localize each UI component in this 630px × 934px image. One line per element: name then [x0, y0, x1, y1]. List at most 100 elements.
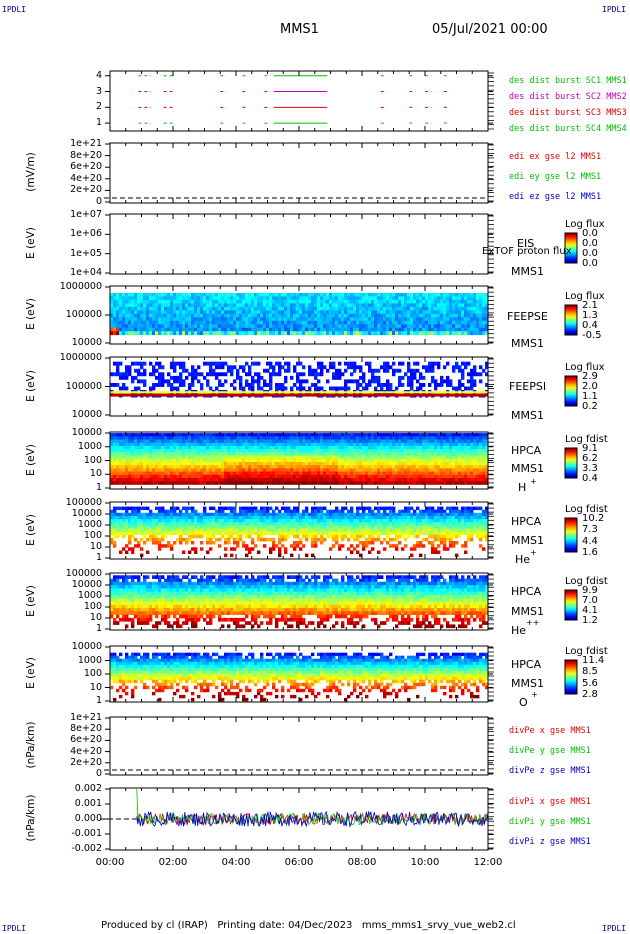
- spectrogram-cell: [155, 455, 159, 460]
- spectrogram-cell: [230, 324, 234, 329]
- spectrogram-cell: [260, 531, 264, 536]
- spectrogram-cell: [215, 462, 219, 466]
- spectrogram-cell: [311, 481, 315, 485]
- spectrogram-cell: [428, 462, 432, 466]
- spectrogram-cell: [323, 481, 327, 485]
- spectrogram-cell: [284, 462, 288, 466]
- spectrogram-cell: [152, 439, 156, 444]
- spectrogram-cell: [455, 471, 459, 476]
- spectrogram-cell: [365, 331, 369, 336]
- spectrogram-cell: [257, 449, 261, 453]
- spectrogram-cell: [155, 478, 159, 482]
- spectrogram-cell: [158, 531, 162, 536]
- spectrogram-cell: [158, 455, 162, 460]
- spectrogram-cell: [266, 506, 270, 511]
- spectrogram-cell: [263, 509, 267, 514]
- spectrogram-cell: [395, 320, 399, 325]
- spectrogram-cell: [410, 481, 414, 485]
- spectrogram-cell: [329, 331, 333, 336]
- spectrogram-cell: [419, 458, 423, 463]
- spectrogram-cell: [353, 310, 357, 315]
- spectrogram-cell: [233, 481, 237, 485]
- spectrogram-cell: [326, 528, 330, 532]
- spectrogram-cell: [389, 303, 393, 308]
- spectrogram-cell: [296, 516, 300, 520]
- spectrogram-cell: [410, 372, 414, 377]
- spectrogram-cell: [257, 293, 261, 297]
- spectrogram-cell: [110, 442, 114, 447]
- spectrogram-cell: [185, 516, 189, 520]
- spectrogram-cell: [473, 462, 477, 466]
- spectrogram-cell: [140, 313, 144, 318]
- spectrogram-cell: [338, 468, 342, 472]
- spectrogram-cell: [383, 439, 387, 444]
- spectrogram-cell: [284, 379, 288, 384]
- spectrogram-cell: [485, 446, 489, 450]
- spectrogram-cell: [383, 327, 387, 332]
- spectrogram-cell: [239, 320, 243, 325]
- spectrogram-cell: [140, 449, 144, 453]
- spectrogram-cell: [137, 449, 141, 453]
- spectrogram-cell: [269, 365, 273, 370]
- spectrogram-cell: [230, 313, 234, 318]
- spectrogram-cell: [446, 442, 450, 447]
- spectrogram-cell: [209, 474, 213, 479]
- spectrogram-cell: [227, 512, 231, 517]
- spectrogram-cell: [467, 471, 471, 476]
- spectrogram-cell: [110, 331, 114, 336]
- spectrogram-cell: [251, 310, 255, 315]
- spectrogram-cell: [248, 386, 252, 391]
- spectrogram-cell: [452, 317, 456, 322]
- spectrogram-cell: [416, 361, 420, 366]
- spectrogram-cell: [263, 465, 267, 469]
- spectrogram-cell: [338, 547, 342, 551]
- spectrogram-cell: [260, 442, 264, 447]
- spectrogram-cell: [128, 327, 132, 332]
- spectrogram-cell: [368, 455, 372, 460]
- spectrogram-cell: [407, 468, 411, 472]
- spectrogram-cell: [401, 327, 405, 332]
- spectrogram-cell: [251, 433, 255, 437]
- spectrogram-cell: [365, 310, 369, 315]
- spectrogram-cell: [128, 320, 132, 325]
- spectrogram-cell: [323, 313, 327, 318]
- spectrogram-cell: [311, 458, 315, 463]
- spectrogram-cell: [383, 331, 387, 336]
- spectrogram-cell: [191, 331, 195, 336]
- spectrogram-cell: [197, 458, 201, 463]
- spectrogram-cell: [395, 296, 399, 301]
- spectrogram-cell: [473, 474, 477, 479]
- spectrogram-cell: [119, 452, 123, 456]
- spectrogram-cell: [404, 478, 408, 482]
- spectrogram-cell: [473, 452, 477, 456]
- spectrogram-cell: [314, 313, 318, 318]
- spectrogram-cell: [263, 522, 267, 526]
- spectrogram-cell: [356, 306, 360, 311]
- spectrogram-cell: [248, 306, 252, 311]
- spectrogram-cell: [431, 442, 435, 447]
- spectrogram-cell: [344, 299, 348, 304]
- spectrogram-cell: [281, 439, 285, 444]
- spectrogram-cell: [362, 306, 366, 311]
- spectrogram-cell: [386, 433, 390, 437]
- spectrogram-cell: [251, 296, 255, 301]
- spectrogram-cell: [440, 458, 444, 463]
- spectrogram-cell: [248, 452, 252, 456]
- spectrogram-cell: [422, 455, 426, 460]
- spectrogram-cell: [302, 468, 306, 472]
- spectrogram-cell: [431, 317, 435, 322]
- spectrogram-cell: [338, 299, 342, 304]
- spectrogram-cell: [149, 449, 153, 453]
- spectrogram-cell: [143, 303, 147, 308]
- spectrogram-cell: [248, 372, 252, 377]
- spectrogram-cell: [203, 317, 207, 322]
- spectrogram-cell: [140, 452, 144, 456]
- spectrogram-cell: [161, 324, 165, 329]
- spectrogram-cell: [464, 442, 468, 447]
- spectrogram-cell: [236, 537, 240, 542]
- spectrogram-cell: [260, 449, 264, 453]
- spectrogram-cell: [377, 310, 381, 315]
- spectrogram-cell: [122, 471, 126, 476]
- spectrogram-cell: [203, 310, 207, 315]
- spectrogram-cell: [164, 433, 168, 437]
